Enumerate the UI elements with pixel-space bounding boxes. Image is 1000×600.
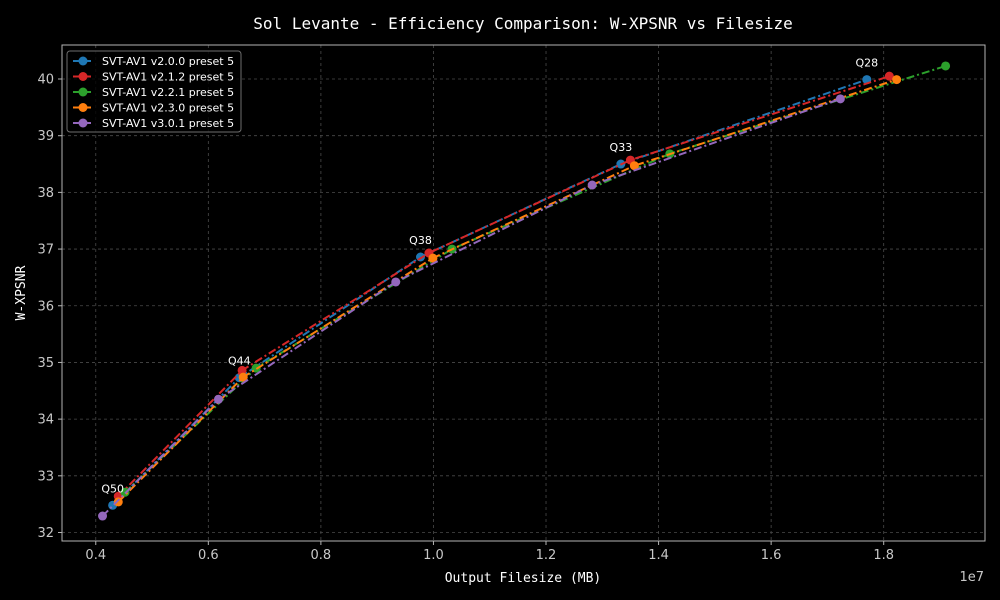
x-tick-label: 1.6 (761, 548, 782, 563)
x-tick-label: 0.4 (85, 548, 106, 563)
data-point (941, 61, 951, 71)
grid (62, 45, 985, 541)
annotation-label: Q28 (855, 57, 878, 70)
plot-frame (61, 44, 986, 542)
legend-marker (78, 56, 88, 66)
data-point (113, 497, 123, 507)
x-tick-label: 1.4 (648, 548, 669, 563)
series-line (117, 75, 890, 497)
data-point (892, 75, 902, 85)
data-point (213, 394, 223, 404)
y-axis-label: W-XPSNR (14, 265, 29, 320)
legend-marker (78, 87, 88, 97)
chart-title: Sol Levante - Efficiency Comparison: W-X… (253, 14, 792, 33)
annotation-label: Q44 (228, 355, 251, 368)
y-tick-label: 32 (37, 526, 54, 541)
x-tick-label: 0.8 (311, 548, 332, 563)
x-tick-label: 1.0 (423, 548, 444, 563)
x-tick-label: 0.6 (198, 548, 219, 563)
x-axis-offset-label: 1e7 (959, 570, 984, 585)
data-point (835, 94, 845, 104)
x-tick-label: 1.8 (873, 548, 894, 563)
data-point (237, 365, 247, 375)
legend-entry: SVT-AV1 v2.0.0 preset 5 (102, 55, 234, 68)
legend-entry: SVT-AV1 v2.3.0 preset 5 (102, 102, 234, 115)
y-tick-label: 35 (37, 356, 54, 371)
data-point (391, 277, 401, 287)
quality-annotations: Q50 Q44 Q38 Q33 Q28 (101, 57, 878, 496)
y-tick-label: 38 (37, 186, 54, 201)
series-line (101, 97, 841, 517)
y-tick-label: 33 (37, 469, 54, 484)
y-tick-label: 37 (37, 243, 54, 258)
data-point (98, 511, 108, 521)
data-point (884, 71, 894, 81)
legend-entry: SVT-AV1 v2.2.1 preset 5 (102, 86, 234, 99)
y-tick-label: 34 (37, 413, 54, 428)
data-point (587, 180, 597, 190)
y-tick-label: 39 (37, 129, 54, 144)
data-point (629, 161, 639, 171)
legend-marker (78, 118, 88, 128)
annotation-label: Q33 (610, 141, 633, 154)
x-axis-label: Output Filesize (MB) (445, 571, 602, 586)
y-tick-label: 40 (37, 73, 54, 88)
plot-series (98, 61, 951, 521)
legend-entry: SVT-AV1 v3.0.1 preset 5 (102, 117, 234, 130)
annotation-label: Q50 (101, 482, 124, 495)
legend-marker (78, 103, 88, 112)
legend-marker (78, 72, 88, 81)
y-tick-label: 36 (37, 299, 54, 314)
data-point (238, 372, 248, 382)
data-point (428, 253, 438, 263)
series-4 (113, 75, 902, 507)
legend-entry: SVT-AV1 v2.1.2 preset 5 (102, 71, 234, 84)
legend-box (66, 50, 242, 133)
annotation-label: Q38 (409, 234, 432, 247)
series-5 (98, 94, 845, 521)
x-tick-label: 1.2 (536, 548, 557, 563)
axis-ticks: 0.4 0.6 0.8 1.0 1.2 1.4 1.6 1.8 32 33 34 35 36 37 38 39… (37, 73, 894, 563)
legend: SVT-AV1 v2.0.0 preset 5 SVT-AV1 v2.1.2 pr… (66, 50, 242, 133)
